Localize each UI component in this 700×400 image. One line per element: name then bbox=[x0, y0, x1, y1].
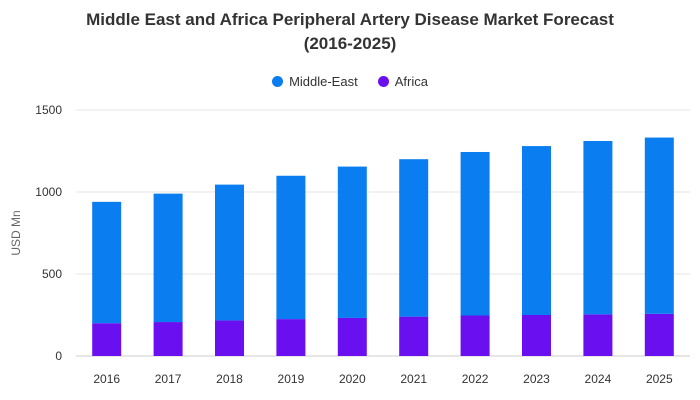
bar-middle-east-2021 bbox=[399, 159, 429, 317]
bar-africa-2025 bbox=[644, 313, 674, 356]
bar-africa-2016 bbox=[92, 323, 122, 356]
x-tick-label-2025: 2025 bbox=[646, 372, 673, 386]
x-tick-label-2016: 2016 bbox=[93, 372, 120, 386]
bar-middle-east-2016 bbox=[92, 201, 122, 324]
x-tick-label-2017: 2017 bbox=[155, 372, 182, 386]
y-tick-label-500: 500 bbox=[42, 267, 62, 281]
bar-africa-2020 bbox=[337, 317, 367, 356]
y-axis-label: USD Mn bbox=[9, 210, 23, 255]
legend-item-middle-east[interactable]: Middle-East bbox=[272, 74, 358, 89]
bar-middle-east-2017 bbox=[153, 193, 183, 323]
legend: Middle-East Africa bbox=[0, 74, 700, 89]
bar-africa-2024 bbox=[583, 314, 613, 356]
bar-africa-2023 bbox=[522, 315, 551, 356]
bar-africa-2021 bbox=[399, 316, 429, 356]
x-tick-label-2023: 2023 bbox=[523, 372, 550, 386]
x-tick-label-2024: 2024 bbox=[585, 372, 612, 386]
chart-title: Middle East and Africa Peripheral Artery… bbox=[0, 8, 700, 56]
x-tick-label-2020: 2020 bbox=[339, 372, 366, 386]
legend-label-africa: Africa bbox=[394, 74, 428, 89]
x-tick-label-2021: 2021 bbox=[400, 372, 427, 386]
chart-title-line1: Middle East and Africa Peripheral Artery… bbox=[86, 10, 614, 29]
x-tick-label-2022: 2022 bbox=[462, 372, 489, 386]
y-tick-label-0: 0 bbox=[55, 349, 62, 363]
bar-middle-east-2024 bbox=[583, 140, 613, 315]
y-tick-label-1000: 1000 bbox=[35, 185, 62, 199]
bar-middle-east-2019 bbox=[276, 175, 306, 320]
x-tick-label-2018: 2018 bbox=[216, 372, 243, 386]
x-tick-label-2019: 2019 bbox=[278, 372, 305, 386]
bar-africa-2017 bbox=[153, 322, 183, 356]
bar-africa-2019 bbox=[276, 319, 306, 356]
bar-middle-east-2022 bbox=[460, 151, 490, 316]
chart-title-line2: (2016-2025) bbox=[303, 34, 397, 53]
legend-item-africa[interactable]: Africa bbox=[377, 74, 428, 89]
legend-label-middle-east: Middle-East bbox=[289, 74, 358, 89]
bar-middle-east-2018 bbox=[215, 184, 244, 321]
bar-africa-2022 bbox=[460, 315, 490, 356]
legend-dot-africa bbox=[377, 76, 389, 87]
legend-dot-middle-east bbox=[272, 76, 284, 87]
bar-middle-east-2025 bbox=[644, 137, 674, 314]
bar-middle-east-2023 bbox=[522, 146, 551, 315]
y-tick-label-1500: 1500 bbox=[35, 103, 62, 117]
bar-africa-2018 bbox=[215, 320, 244, 356]
bar-middle-east-2020 bbox=[337, 166, 367, 318]
